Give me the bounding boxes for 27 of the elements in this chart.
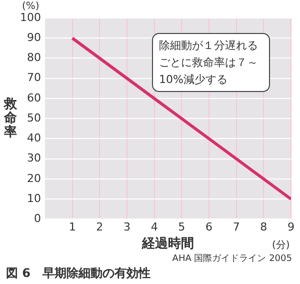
x-tick-label: 6	[206, 220, 212, 234]
x-tick-label: 8	[260, 220, 268, 234]
x-tick-label: 9	[288, 220, 294, 234]
y-tick-label: 20	[26, 172, 41, 185]
x-tick-label: 3	[123, 220, 130, 234]
x-tick-label: 7	[232, 220, 240, 234]
text: 図 6 早期除細動の有効性	[6, 265, 151, 282]
annotation: 除細動が１分遅れるごとに救命率は７～10%減少する	[152, 33, 270, 92]
y-tick-label: 30	[26, 152, 41, 165]
y-tick-label: 40	[26, 132, 41, 145]
x-tick-label: 2	[96, 220, 104, 234]
text: (分)	[272, 239, 290, 252]
y-axis-title: 救命率	[4, 97, 17, 140]
y-tick-label: 90	[26, 30, 41, 44]
x-tick-label: 1	[68, 220, 76, 234]
x-tick-label: 5	[178, 220, 186, 234]
text: (%)	[22, 1, 40, 12]
text: AHA 国際ガイドライン 2005	[172, 252, 292, 265]
x-tick-label: 4	[150, 220, 158, 234]
y-tick-label: 60	[26, 91, 41, 104]
y-tick-label: 80	[26, 51, 41, 64]
y-tick-label: 10	[26, 192, 41, 205]
y-tick-label: 100	[20, 10, 41, 24]
y-tick-label: 0	[34, 212, 41, 226]
x-axis-title: 経過時間	[141, 236, 194, 252]
y-tick-label: 70	[26, 71, 41, 84]
y-tick-label: 50	[26, 111, 41, 124]
